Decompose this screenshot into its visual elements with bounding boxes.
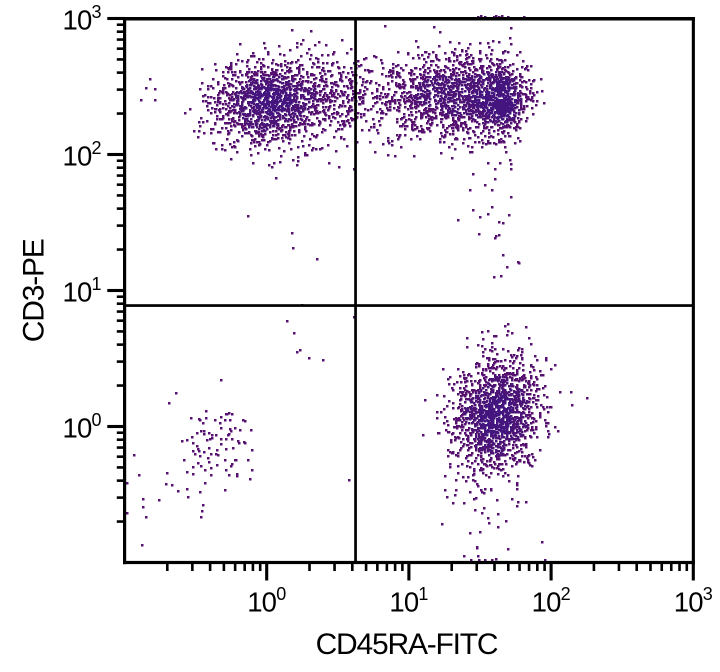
svg-text:101: 101 [389,584,428,618]
svg-text:100: 100 [62,410,101,444]
svg-text:103: 103 [674,584,713,618]
svg-text:100: 100 [247,584,286,618]
svg-text:102: 102 [532,584,571,618]
svg-text:103: 103 [62,2,101,36]
svg-text:CD3-PE: CD3-PE [18,239,51,342]
svg-text:CD45RA-FITC: CD45RA-FITC [316,628,498,661]
svg-text:101: 101 [62,274,101,308]
svg-text:102: 102 [62,138,101,172]
